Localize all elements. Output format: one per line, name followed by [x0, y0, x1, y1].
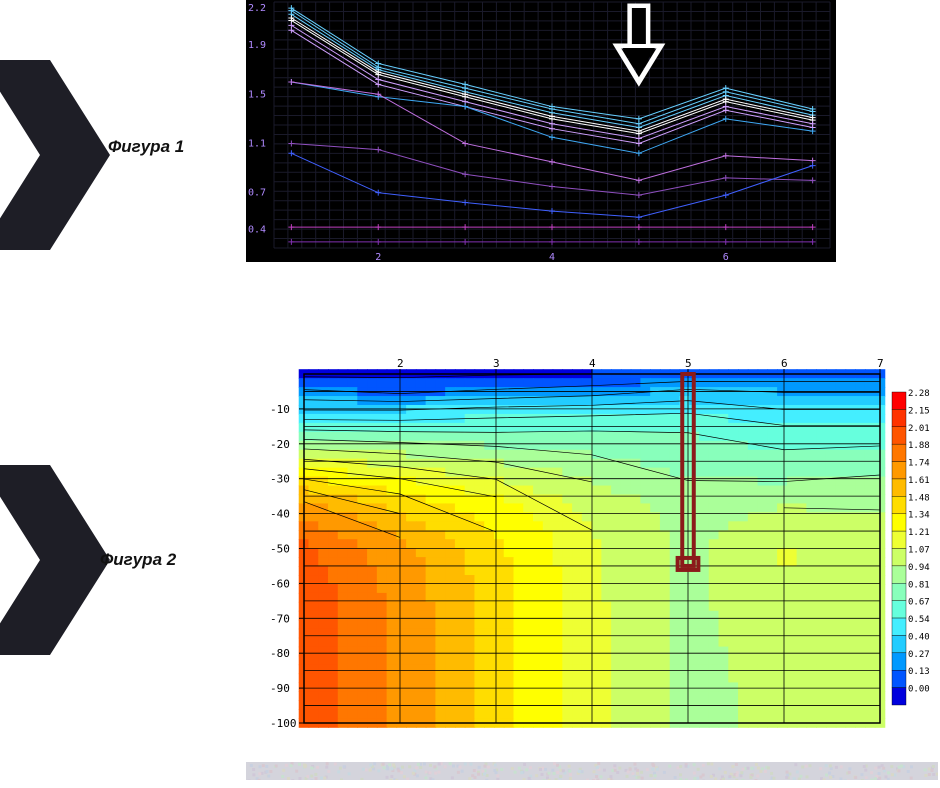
marker — [462, 104, 468, 110]
svg-text:-40: -40 — [270, 508, 290, 521]
svg-text:2.01: 2.01 — [908, 424, 930, 434]
marker — [723, 107, 729, 113]
figure-1-label: Фигура 1 — [108, 137, 184, 157]
marker — [288, 150, 294, 156]
y-tick: 2.2 — [248, 3, 266, 14]
marker — [288, 140, 294, 146]
marker — [723, 239, 729, 245]
svg-text:-50: -50 — [270, 543, 290, 556]
figure-2-chart: 2 3 4 5 6 7 -10 -20 -30 -40 -50 -60 -70 -80 -90 -100 2.… — [246, 356, 938, 729]
svg-text:0.54: 0.54 — [908, 615, 930, 625]
svg-text:-100: -100 — [270, 717, 297, 729]
line-chart: 0.4 0.7 1.1 1.5 1.9 2.2 2 4 6 — [246, 0, 836, 262]
marker — [636, 150, 642, 156]
marker — [549, 239, 555, 245]
marker — [375, 190, 381, 196]
marker — [549, 184, 555, 190]
chevron-shape — [0, 465, 110, 655]
y-tick: 1.5 — [248, 89, 266, 100]
svg-text:0.40: 0.40 — [908, 632, 930, 642]
svg-text:0.00: 0.00 — [908, 685, 930, 695]
y-tick: 0.4 — [248, 225, 266, 236]
down-arrow-icon — [617, 6, 661, 82]
svg-text:0.81: 0.81 — [908, 580, 930, 590]
svg-text:0.67: 0.67 — [908, 598, 930, 608]
marker — [462, 239, 468, 245]
svg-text:3: 3 — [493, 357, 500, 370]
svg-text:-10: -10 — [270, 403, 290, 416]
svg-text:1.88: 1.88 — [908, 441, 930, 451]
svg-text:7: 7 — [877, 357, 884, 370]
marker — [810, 163, 816, 169]
marker — [636, 140, 642, 146]
marker — [288, 239, 294, 245]
marker — [810, 239, 816, 245]
x-tick: 4 — [549, 252, 555, 262]
svg-text:4: 4 — [589, 357, 596, 370]
marker — [810, 177, 816, 183]
marker — [549, 134, 555, 140]
noise-strip — [246, 762, 938, 780]
svg-text:0.13: 0.13 — [908, 667, 930, 677]
y-tick: 0.7 — [248, 188, 266, 199]
color-legend: 2.28 2.15 2.01 1.88 1.74 1.61 1.48 1.34 1.21 1.07… — [892, 389, 930, 705]
svg-text:2: 2 — [397, 357, 404, 370]
svg-text:0.94: 0.94 — [908, 563, 930, 573]
marker — [549, 159, 555, 165]
marker — [375, 81, 381, 87]
marker — [375, 147, 381, 153]
svg-text:-60: -60 — [270, 577, 290, 590]
svg-text:1.48: 1.48 — [908, 493, 930, 503]
svg-text:-80: -80 — [270, 647, 290, 660]
svg-text:-90: -90 — [270, 682, 290, 695]
marker — [636, 177, 642, 183]
svg-text:1.61: 1.61 — [908, 476, 930, 486]
x-tick: 2 — [375, 252, 381, 262]
marker — [375, 239, 381, 245]
x-tick: 6 — [723, 252, 729, 262]
y-tick: 1.9 — [248, 40, 266, 51]
marker — [810, 128, 816, 134]
svg-text:0.27: 0.27 — [908, 650, 930, 660]
marker — [549, 126, 555, 132]
svg-text:5: 5 — [685, 357, 692, 370]
svg-text:1.07: 1.07 — [908, 546, 930, 556]
marker — [636, 239, 642, 245]
marker — [462, 140, 468, 146]
marker — [549, 208, 555, 214]
marker — [723, 192, 729, 198]
marker — [288, 27, 294, 33]
heatmap-chart: 2 3 4 5 6 7 -10 -20 -30 -40 -50 -60 -70 -80 -90 -100 2.… — [246, 356, 938, 729]
svg-text:1.21: 1.21 — [908, 528, 930, 538]
svg-text:-20: -20 — [270, 438, 290, 451]
marker — [723, 116, 729, 122]
figure-1-chart: 0.4 0.7 1.1 1.5 1.9 2.2 2 4 6 — [246, 0, 836, 262]
svg-text:1.74: 1.74 — [908, 459, 930, 469]
grid — [304, 374, 880, 723]
svg-text:2.28: 2.28 — [908, 389, 930, 399]
marker — [288, 79, 294, 85]
svg-text:-70: -70 — [270, 612, 290, 625]
svg-text:1.34: 1.34 — [908, 511, 930, 521]
chevron-shape — [0, 60, 110, 250]
y-tick: 1.1 — [248, 138, 266, 149]
marker — [723, 175, 729, 181]
svg-text:6: 6 — [781, 357, 788, 370]
svg-text:-30: -30 — [270, 473, 290, 486]
svg-text:2.15: 2.15 — [908, 406, 930, 416]
figure-2-label: Фигура 2 — [100, 550, 176, 570]
marker — [636, 192, 642, 198]
